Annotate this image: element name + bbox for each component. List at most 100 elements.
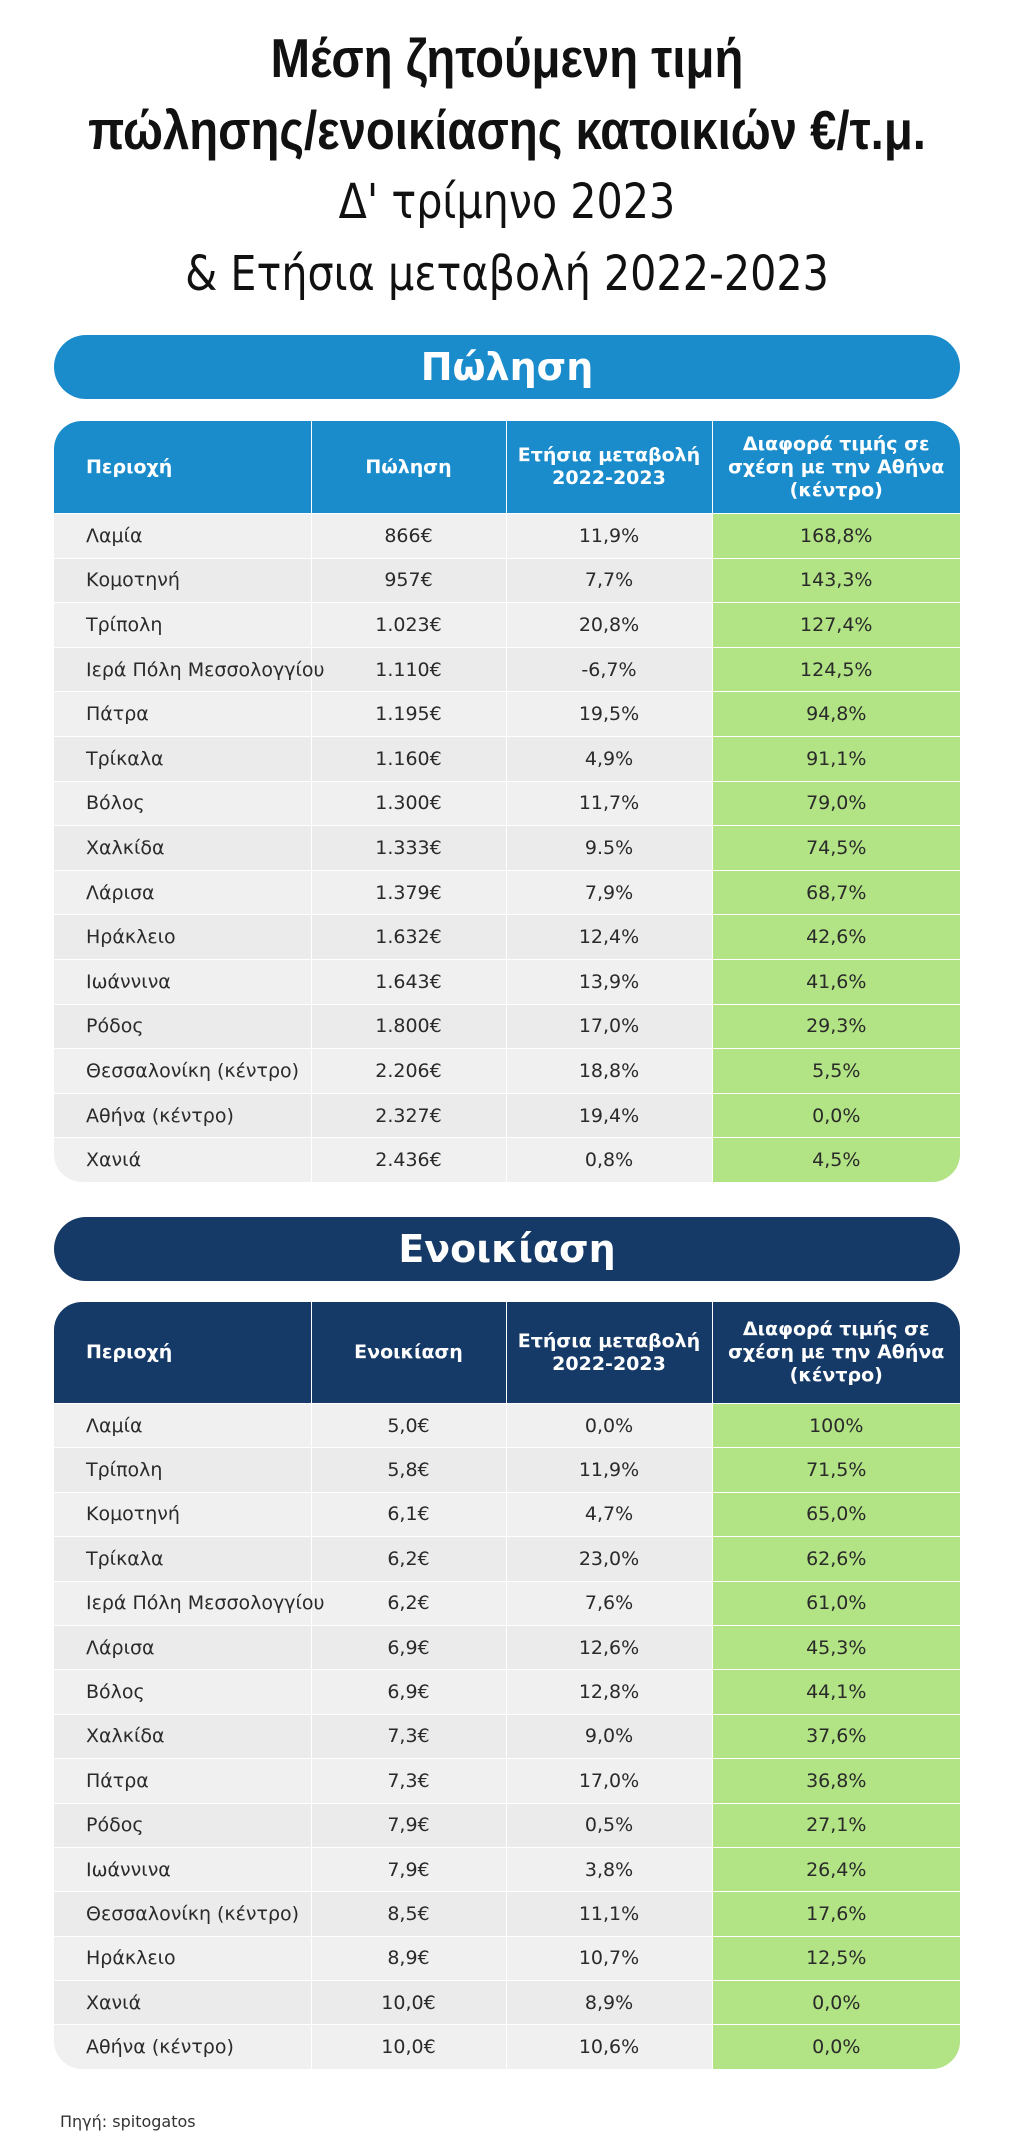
rent-table-row: Χανιά 10,0€ 8,9% 0,0%: [54, 1980, 960, 2025]
sale-annual-change-cell: 4,9%: [506, 735, 713, 782]
rent-table-row: Ιωάννινα 7,9€ 3,8% 26,4%: [54, 1846, 960, 1892]
rent-diff-athens-cell: 100%: [712, 1402, 960, 1448]
sale-region-cell: Χανιά: [54, 1137, 312, 1182]
sale-diff-athens-cell: 0,0%: [712, 1092, 960, 1138]
sale-table-header-row: Περιοχή Πώληση Ετήσια μεταβολή 2022-2023…: [54, 421, 960, 514]
rent-col-diff-athens: Διαφορά τιμής σε σχέση με την Αθήνα (κέν…: [712, 1302, 960, 1404]
sale-table-row: Αθήνα (κέντρο) 2.327€ 19,4% 0,0%: [54, 1092, 960, 1138]
rent-region-cell: Ιωάννινα: [54, 1846, 312, 1892]
rent-diff-athens-cell: 17,6%: [712, 1891, 960, 1937]
sale-region-cell: Χαλκίδα: [54, 825, 312, 871]
sale-table-row: Λάρισα 1.379€ 7,9% 68,7%: [54, 869, 960, 915]
sale-annual-change-cell: 18,8%: [506, 1048, 713, 1094]
sale-col-region: Περιοχή: [54, 421, 312, 514]
rent-table-row: Ρόδος 7,9€ 0,5% 27,1%: [54, 1802, 960, 1848]
sale-diff-athens-cell: 41,6%: [712, 958, 960, 1005]
sale-region-cell: Θεσσαλονίκη (κέντρο): [54, 1048, 312, 1094]
sale-region-cell: Ιερά Πόλη Μεσσολογγίου: [54, 646, 325, 692]
rent-annual-change-cell: 10,7%: [506, 1935, 713, 1981]
rent-table-row: Πάτρα 7,3€ 17,0% 36,8%: [54, 1758, 960, 1804]
rent-price-cell: 6,9€: [311, 1624, 507, 1670]
sale-price-cell: 1.195€: [311, 691, 507, 737]
sale-region-cell: Πάτρα: [54, 691, 312, 737]
sale-diff-athens-cell: 68,7%: [712, 869, 960, 915]
rent-diff-athens-cell: 71,5%: [712, 1447, 960, 1493]
rent-region-cell: Ηράκλειο: [54, 1935, 312, 1981]
sale-table-row: Κομοτηνή 957€ 7,7% 143,3%: [54, 557, 960, 603]
sale-annual-change-cell: 20,8%: [506, 602, 713, 648]
sale-price-cell: 1.300€: [311, 780, 507, 826]
rent-annual-change-cell: 0,0%: [506, 1402, 713, 1448]
sale-annual-change-cell: 19,4%: [506, 1092, 713, 1138]
rent-price-cell: 6,1€: [311, 1491, 507, 1537]
sale-col-diff-athens: Διαφορά τιμής σε σχέση με την Αθήνα (κέν…: [712, 421, 960, 514]
rent-region-cell: Χανιά: [54, 1980, 312, 2025]
rent-annual-change-cell: 23,0%: [506, 1536, 713, 1582]
rent-region-cell: Χαλκίδα: [54, 1713, 312, 1759]
rent-region-cell: Πάτρα: [54, 1758, 312, 1804]
sale-diff-athens-cell: 127,4%: [712, 602, 960, 648]
sale-price-cell: 1.379€: [311, 869, 507, 915]
sale-price-cell: 957€: [311, 557, 507, 603]
sale-annual-change-cell: -6,7%: [506, 646, 713, 692]
sale-region-cell: Ηράκλειο: [54, 914, 312, 960]
rent-price-cell: 6,9€: [311, 1669, 507, 1715]
rent-table-row: Ιερά Πόλη Μεσσολογγίου 6,2€ 7,6% 61,0%: [54, 1580, 960, 1626]
rent-annual-change-cell: 12,8%: [506, 1669, 713, 1715]
sale-price-cell: 1.110€: [311, 646, 507, 692]
rent-diff-athens-cell: 12,5%: [712, 1935, 960, 1981]
rent-col-price: Ενοικίαση: [311, 1302, 507, 1404]
rent-price-cell: 7,9€: [311, 1846, 507, 1892]
rent-region-cell: Θεσσαλονίκη (κέντρο): [54, 1891, 312, 1937]
rent-diff-athens-cell: 26,4%: [712, 1846, 960, 1892]
rent-table-row: Χαλκίδα 7,3€ 9,0% 37,6%: [54, 1713, 960, 1759]
sale-col-annual-change: Ετήσια μεταβολή 2022-2023: [506, 421, 713, 514]
rent-table-row: Λάρισα 6,9€ 12,6% 45,3%: [54, 1624, 960, 1670]
rent-region-cell: Βόλος: [54, 1669, 312, 1715]
sale-diff-athens-cell: 42,6%: [712, 914, 960, 960]
sale-price-cell: 1.023€: [311, 602, 507, 648]
rent-annual-change-cell: 8,9%: [506, 1980, 713, 2025]
rent-price-cell: 7,9€: [311, 1802, 507, 1848]
sale-table-row: Πάτρα 1.195€ 19,5% 94,8%: [54, 691, 960, 737]
rent-table-row: Τρίκαλα 6,2€ 23,0% 62,6%: [54, 1536, 960, 1582]
sale-price-cell: 1.800€: [311, 1003, 507, 1049]
rent-region-cell: Τρίπολη: [54, 1447, 312, 1493]
rent-table-row: Λαμία 5,0€ 0,0% 100%: [54, 1402, 960, 1448]
sale-diff-athens-cell: 74,5%: [712, 825, 960, 871]
sale-table-row: Λαμία 866€ 11,9% 168,8%: [54, 513, 960, 559]
sale-region-cell: Αθήνα (κέντρο): [54, 1092, 312, 1138]
rent-col-annual-change: Ετήσια μεταβολή 2022-2023: [506, 1302, 713, 1404]
rent-region-cell: Τρίκαλα: [54, 1536, 312, 1582]
rent-table-row: Κομοτηνή 6,1€ 4,7% 65,0%: [54, 1491, 960, 1537]
rent-region-cell: Ρόδος: [54, 1802, 312, 1848]
sale-region-cell: Τρίκαλα: [54, 735, 312, 782]
sale-table: Περιοχή Πώληση Ετήσια μεταβολή 2022-2023…: [54, 421, 960, 1182]
rent-table-row: Θεσσαλονίκη (κέντρο) 8,5€ 11,1% 17,6%: [54, 1891, 960, 1937]
rent-price-cell: 5,8€: [311, 1447, 507, 1493]
sale-annual-change-cell: 7,9%: [506, 869, 713, 915]
sale-annual-change-cell: 17,0%: [506, 1003, 713, 1049]
sale-col-price: Πώληση: [311, 421, 507, 514]
rent-price-cell: 6,2€: [311, 1536, 507, 1582]
rent-diff-athens-cell: 0,0%: [712, 2024, 960, 2069]
rent-col-region: Περιοχή: [54, 1302, 312, 1404]
sale-price-cell: 1.333€: [311, 825, 507, 871]
sale-region-cell: Λάρισα: [54, 869, 312, 915]
sale-price-cell: 1.160€: [311, 735, 507, 782]
rent-annual-change-cell: 17,0%: [506, 1758, 713, 1804]
rent-price-cell: 6,2€: [311, 1580, 507, 1626]
sale-annual-change-cell: 19,5%: [506, 691, 713, 737]
sale-diff-athens-cell: 29,3%: [712, 1003, 960, 1049]
rent-price-cell: 5,0€: [311, 1402, 507, 1448]
rent-region-cell: Ιερά Πόλη Μεσσολογγίου: [54, 1580, 325, 1626]
sale-section-banner: Πώληση: [54, 335, 960, 399]
rent-annual-change-cell: 0,5%: [506, 1802, 713, 1848]
sale-annual-change-cell: 9.5%: [506, 825, 713, 871]
sale-annual-change-cell: 11,7%: [506, 780, 713, 826]
rent-region-cell: Λαμία: [54, 1402, 312, 1448]
sale-price-cell: 2.436€: [311, 1137, 507, 1182]
rent-diff-athens-cell: 44,1%: [712, 1669, 960, 1715]
sale-region-cell: Λαμία: [54, 513, 312, 559]
rent-table-body: Λαμία 5,0€ 0,0% 100% Τρίπολη 5,8€ 11,9% 71,5% Κο…: [54, 1402, 960, 2069]
